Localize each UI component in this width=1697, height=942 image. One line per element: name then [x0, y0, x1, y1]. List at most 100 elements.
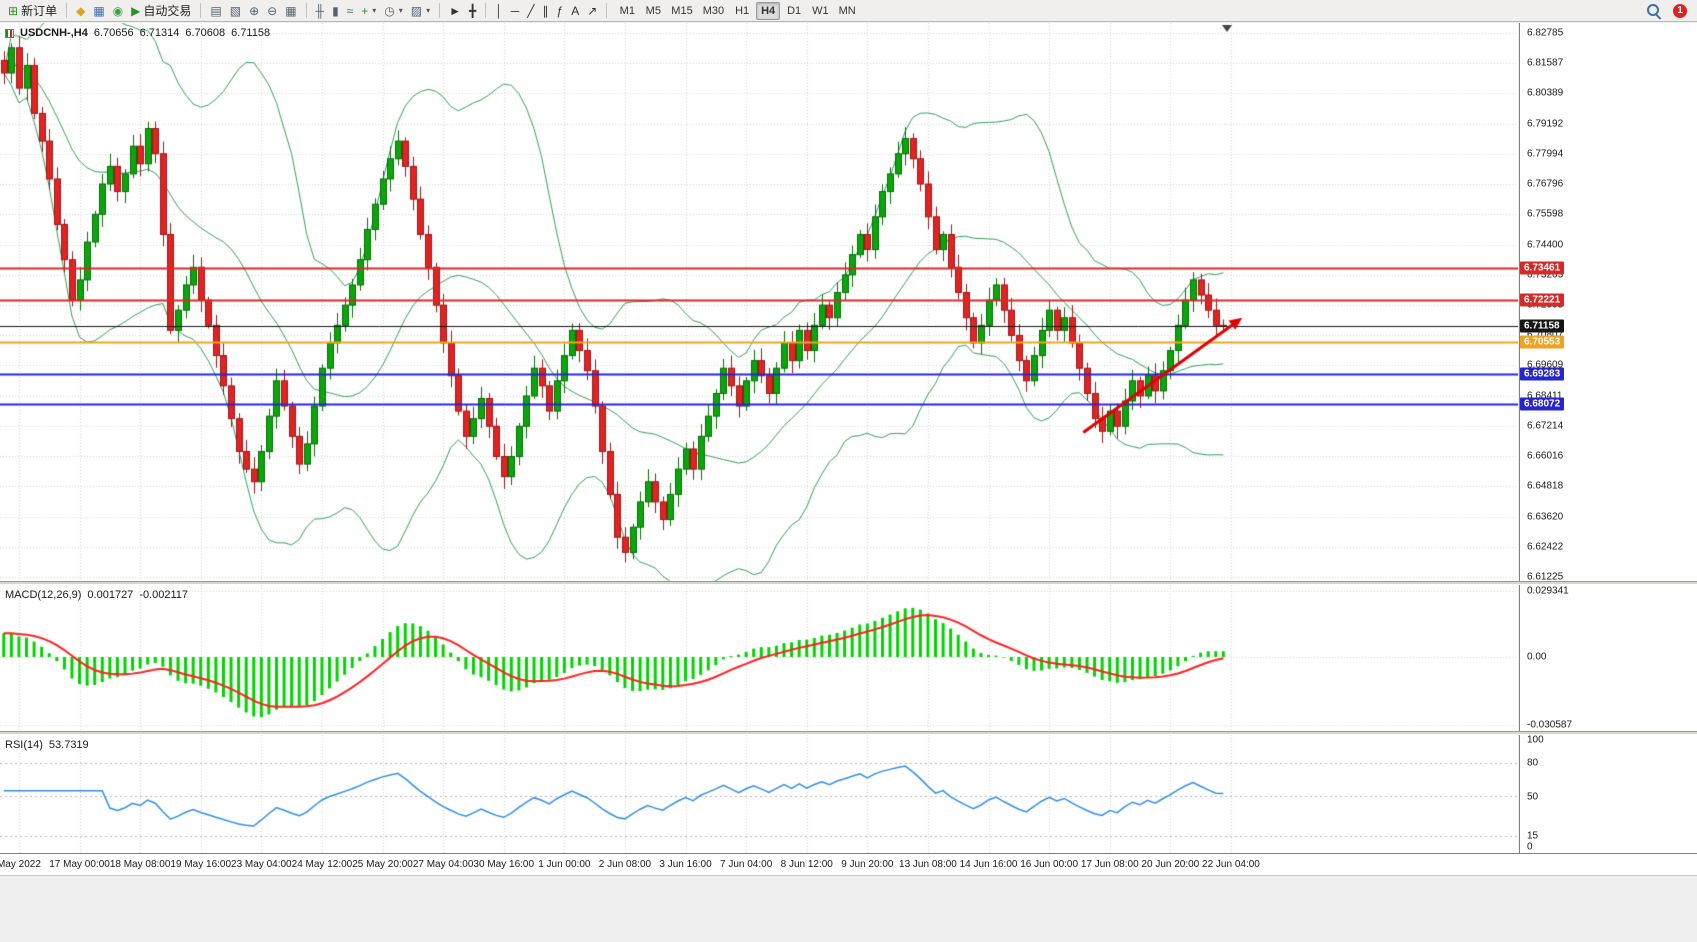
- fibonacci-button[interactable]: ƒ: [553, 2, 568, 20]
- timeframe-m15-button[interactable]: M15: [671, 4, 693, 17]
- time-axis-label: 13 Jun 08:00: [899, 859, 957, 870]
- timeframe-toolbar: M1 M5 M15 M30 H1 H4 D1 W1 MN: [615, 1, 859, 20]
- macd-label: MACD(12,26,9) 0.001727 -0.002117: [5, 589, 188, 601]
- macd-panel[interactable]: [0, 585, 1518, 731]
- time-axis-label: May 2022: [0, 859, 41, 870]
- rsi-axis-label: 100: [1527, 734, 1544, 746]
- text-button[interactable]: A: [567, 2, 583, 20]
- price-chart[interactable]: [0, 23, 1518, 581]
- macd-axis-label: 0.029341: [1527, 585, 1569, 597]
- time-axis-label: 2 Jun 08:00: [598, 859, 652, 870]
- horizontal-line-button[interactable]: ─: [507, 2, 524, 20]
- trendline-button[interactable]: ╱: [523, 2, 538, 20]
- channel-button[interactable]: ∥: [539, 2, 553, 20]
- rsi-axis-label: 15: [1527, 830, 1539, 842]
- bar-chart-button[interactable]: ╫: [312, 2, 329, 20]
- clock-icon: ◷: [384, 3, 395, 18]
- vertical-line-icon: │: [495, 3, 503, 18]
- hosting-icon: ◉: [112, 3, 124, 18]
- time-axis-label: 16 Jun 00:00: [1020, 859, 1079, 870]
- cursor-button[interactable]: ►: [445, 2, 465, 20]
- indicator-list-button[interactable]: ▤: [206, 2, 225, 20]
- ohlc-low: 6.70608: [185, 27, 226, 39]
- time-axis-label: 23 May 04:00: [231, 859, 292, 870]
- tile-windows-button[interactable]: ▦: [281, 2, 300, 20]
- time-scale[interactable]: May 2022 17 May 00:00 18 May 08:00 19 May 1…: [0, 853, 1697, 875]
- rsi-axis-label: 50: [1527, 791, 1539, 802]
- time-axis-label: 19 May 16:00: [170, 859, 232, 870]
- price-axis-label: 6.77994: [1527, 148, 1564, 160]
- macd-axis-label: -0.030587: [1527, 719, 1573, 731]
- zoom-in-icon: ⊕: [249, 3, 260, 18]
- timeframe-d1-button[interactable]: D1: [787, 4, 802, 17]
- fibonacci-retracement-icon: ƒ: [556, 3, 564, 18]
- notification-badge[interactable]: 1: [1673, 3, 1687, 18]
- price-level-tag: 6.72221: [1520, 293, 1565, 307]
- auto-trading-play-icon: ▶: [131, 3, 141, 18]
- time-axis-label: 17 May 00:00: [49, 859, 110, 870]
- timeframe-m30-button[interactable]: M30: [702, 4, 725, 17]
- line-chart-button[interactable]: ≈: [343, 2, 358, 20]
- market-watch-button[interactable]: ▦: [89, 2, 108, 20]
- time-axis-label: 17 Jun 08:00: [1080, 859, 1139, 870]
- cursor-arrow-icon: ►: [449, 3, 462, 18]
- panel-separator-1[interactable]: [0, 581, 1697, 585]
- price-level-tag: 6.71158: [1520, 319, 1564, 333]
- arrow-objects-icon: ↗: [587, 3, 598, 18]
- main-toolbar: ⊞ 新订单 ◆ ▦ ◉ ▶ 自动交易 ▤ ▧ ⊕ ⊖ ▦ ╫ ▮ ≈ + ▾ ◷ ▾ ▨ ▾ ► ╋ │ ─ ╱ ∥ ƒ A ↗ M1 M5 M…: [0, 0, 1697, 22]
- crosshair-button[interactable]: ╋: [465, 2, 480, 20]
- time-axis-label: 24 May 12:00: [291, 859, 353, 870]
- zoom-in-button[interactable]: ⊕: [245, 2, 263, 20]
- rsi-axis-label: 0: [1527, 841, 1533, 853]
- rsi-panel[interactable]: [0, 735, 1518, 853]
- template-menu-button[interactable]: ▨ ▾: [407, 2, 434, 20]
- price-axis-label: 6.81587: [1527, 57, 1564, 69]
- mql5-icon: ◆: [76, 3, 86, 18]
- price-axis-label: 6.80389: [1527, 87, 1564, 99]
- object-list-button[interactable]: ▧: [226, 2, 245, 20]
- mql5-community-button[interactable]: ◆: [72, 2, 89, 20]
- timeframe-w1-button[interactable]: W1: [812, 4, 829, 17]
- time-axis-label: 18 May 08:00: [109, 859, 171, 870]
- add-indicator-button[interactable]: + ▾: [357, 2, 380, 20]
- panel-separator-2[interactable]: [0, 731, 1697, 735]
- zoom-out-icon: ⊖: [267, 3, 278, 18]
- price-axis-label: 6.61225: [1527, 571, 1564, 583]
- new-order-button[interactable]: ⊞ 新订单: [4, 2, 61, 20]
- ohlc-close: 6.71158: [231, 27, 271, 39]
- toolbar-separator: [200, 3, 202, 18]
- timeframe-m5-button[interactable]: M5: [645, 4, 661, 17]
- dropdown-arrow-icon: ▾: [372, 6, 377, 15]
- timeframe-mn-button[interactable]: MN: [838, 4, 856, 17]
- toolbar-right-group: 1: [1647, 3, 1687, 18]
- vertical-line-button[interactable]: │: [491, 2, 507, 20]
- macd-axis-label: 0.00: [1527, 651, 1547, 663]
- price-scale[interactable]: 6.82785 6.81587 6.80389 6.79192 6.77994 6.767…: [1519, 23, 1697, 853]
- price-axis-label: 6.63620: [1527, 511, 1564, 523]
- timeframe-h4-button[interactable]: H4: [756, 1, 781, 20]
- rsi-name: RSI(14): [5, 739, 43, 751]
- add-indicator-icon: +: [361, 3, 369, 18]
- macd-main-value: 0.001727: [87, 589, 134, 601]
- auto-trading-button-label: 自动交易: [143, 4, 192, 18]
- price-axis-label: 6.79192: [1527, 118, 1564, 130]
- toolbar-separator: [66, 3, 68, 18]
- candlestick-chart-button[interactable]: ▮: [328, 2, 343, 20]
- rsi-value: 53.7319: [48, 739, 89, 751]
- timeframe-m1-button[interactable]: M1: [619, 4, 635, 17]
- price-axis-label: 6.67214: [1527, 420, 1564, 432]
- line-chart-icon: ≈: [346, 3, 354, 18]
- macd-signal-value: -0.002117: [139, 589, 189, 601]
- search-icon[interactable]: [1647, 3, 1661, 18]
- timeframe-menu-button[interactable]: ◷ ▾: [380, 2, 407, 20]
- ohlc-high: 6.71314: [139, 27, 180, 39]
- time-axis-label: 22 Jun 04:00: [1202, 859, 1260, 870]
- timeframe-h1-button[interactable]: H1: [735, 4, 750, 17]
- template-icon: ▨: [410, 3, 423, 18]
- zoom-out-button[interactable]: ⊖: [263, 2, 281, 20]
- auto-trading-button[interactable]: ▶ 自动交易: [127, 2, 195, 20]
- virtual-hosting-button[interactable]: ◉: [109, 2, 127, 20]
- crosshair-icon: ╋: [469, 3, 477, 18]
- arrows-button[interactable]: ↗: [583, 2, 601, 20]
